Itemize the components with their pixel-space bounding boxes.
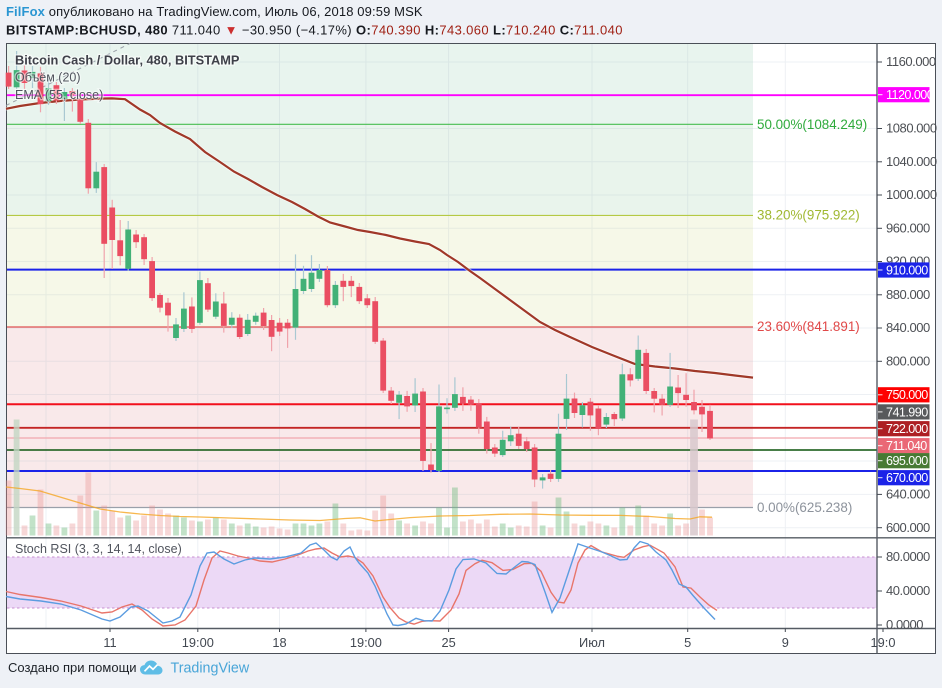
svg-text:910.000: 910.000 (886, 263, 928, 277)
svg-text:670.000: 670.000 (886, 471, 928, 485)
svg-text:BITSTAMP:BCHUSD, 480 711.040 ▼: BITSTAMP:BCHUSD, 480 711.040 ▼ −30.950 (… (6, 23, 623, 38)
svg-text:Объём (20): Объём (20) (15, 71, 81, 85)
svg-text:Июл: Июл (579, 635, 605, 650)
svg-text:38.20%(975.922): 38.20%(975.922) (757, 208, 860, 223)
svg-text:600.000: 600.000 (886, 520, 930, 535)
svg-text:1120.000: 1120.000 (886, 88, 934, 102)
svg-text:19:0: 19:0 (871, 635, 896, 650)
svg-text:80.0000: 80.0000 (886, 549, 930, 564)
svg-text:FilFox опубликовано на Trading: FilFox опубликовано на TradingView.com, … (6, 4, 423, 19)
svg-text:50.00%(1084.249): 50.00%(1084.249) (757, 117, 867, 132)
svg-text:750.000: 750.000 (886, 388, 928, 402)
svg-text:800.000: 800.000 (886, 354, 930, 369)
svg-text:0.00%(625.238): 0.00%(625.238) (757, 500, 852, 515)
svg-text:Bitcoin Cash / Dollar, 480, BI: Bitcoin Cash / Dollar, 480, BITSTAMP (15, 53, 240, 68)
svg-text:25: 25 (441, 635, 455, 650)
svg-text:5: 5 (684, 635, 691, 650)
svg-text:1080.000: 1080.000 (886, 121, 937, 136)
svg-text:722.000: 722.000 (886, 422, 928, 436)
svg-text:TradingView: TradingView (171, 661, 250, 677)
svg-text:EMA (55, close): EMA (55, close) (15, 88, 103, 102)
svg-text:1160.000: 1160.000 (886, 54, 936, 69)
svg-text:695.000: 695.000 (886, 454, 928, 468)
svg-text:19:00: 19:00 (350, 635, 382, 650)
svg-text:640.000: 640.000 (886, 487, 930, 502)
svg-text:40.0000: 40.0000 (886, 583, 930, 598)
svg-text:18: 18 (272, 635, 286, 650)
svg-text:1000.000: 1000.000 (886, 187, 937, 202)
svg-text:0.0000: 0.0000 (886, 617, 923, 632)
svg-text:9: 9 (782, 635, 789, 650)
svg-text:741.990: 741.990 (886, 405, 928, 419)
svg-text:880.000: 880.000 (886, 287, 930, 302)
svg-text:Stoch RSI (3, 3, 14, 14, close: Stoch RSI (3, 3, 14, 14, close) (15, 542, 182, 556)
svg-text:19:00: 19:00 (182, 635, 214, 650)
svg-text:Создано при помощи: Создано при помощи (8, 660, 137, 675)
svg-text:711.040: 711.040 (886, 439, 927, 453)
svg-text:11: 11 (103, 635, 116, 650)
svg-text:840.000: 840.000 (886, 320, 930, 335)
svg-text:1040.000: 1040.000 (886, 154, 937, 169)
svg-text:23.60%(841.891): 23.60%(841.891) (757, 319, 860, 334)
svg-text:960.000: 960.000 (886, 221, 930, 236)
